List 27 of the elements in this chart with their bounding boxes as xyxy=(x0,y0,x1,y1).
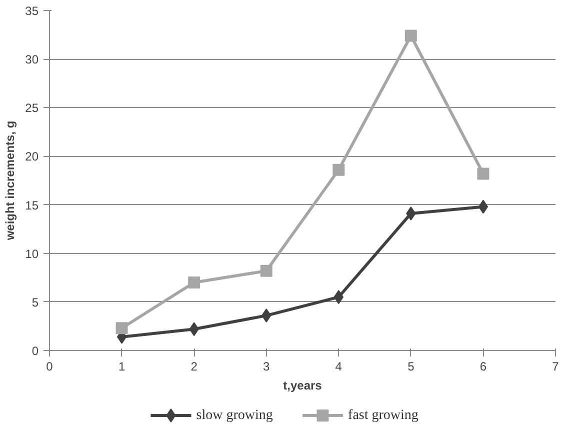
x-tick-label: 0 xyxy=(46,360,54,374)
x-tick-label: 5 xyxy=(408,360,415,374)
y-axis-title: weight increments, g xyxy=(3,120,18,242)
x-tick-label: 7 xyxy=(552,360,560,374)
x-tick-label: 2 xyxy=(190,360,198,374)
x-tick-label: 3 xyxy=(263,360,270,374)
point xyxy=(332,164,345,176)
point xyxy=(404,30,417,42)
point xyxy=(260,264,272,277)
legend-label: fast growing xyxy=(348,408,418,423)
y-tick-label: 30 xyxy=(25,52,39,67)
y-tick-label: 10 xyxy=(25,246,39,261)
y-tick-label: 0 xyxy=(32,344,39,358)
x-tick-label: 4 xyxy=(335,360,342,374)
y-tick-label: 5 xyxy=(32,295,39,310)
point xyxy=(478,200,488,214)
y-tick-label: 20 xyxy=(25,150,39,164)
y-tick-label: 35 xyxy=(25,4,39,18)
x-tick-label: 6 xyxy=(480,360,487,374)
y-tick-label: 25 xyxy=(25,101,39,116)
point xyxy=(188,276,200,288)
point xyxy=(477,168,490,180)
y-tick-label: 15 xyxy=(25,198,39,212)
point xyxy=(116,322,128,334)
x-tick-label: 1 xyxy=(118,360,126,374)
legend-label: slow growing xyxy=(196,408,273,423)
x-axis-title: t,years xyxy=(283,378,322,392)
